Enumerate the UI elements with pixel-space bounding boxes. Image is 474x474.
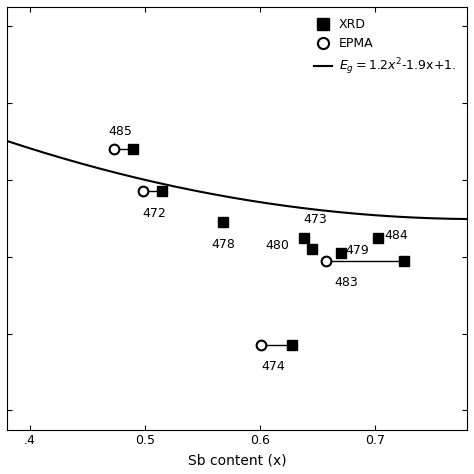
Text: 485: 485 [108, 125, 132, 137]
Text: 478: 478 [212, 237, 236, 250]
Text: 474: 474 [261, 360, 285, 374]
X-axis label: Sb content (x): Sb content (x) [188, 453, 286, 467]
Text: 473: 473 [304, 213, 328, 226]
Text: 472: 472 [143, 207, 166, 220]
Legend: XRD, EPMA, $E_g = 1.2x^2$-1.9x+1.: XRD, EPMA, $E_g = 1.2x^2$-1.9x+1. [309, 13, 461, 82]
Text: 483: 483 [335, 276, 358, 289]
Text: 480: 480 [265, 239, 289, 252]
Text: 479: 479 [345, 245, 369, 257]
Text: 484: 484 [384, 229, 408, 242]
